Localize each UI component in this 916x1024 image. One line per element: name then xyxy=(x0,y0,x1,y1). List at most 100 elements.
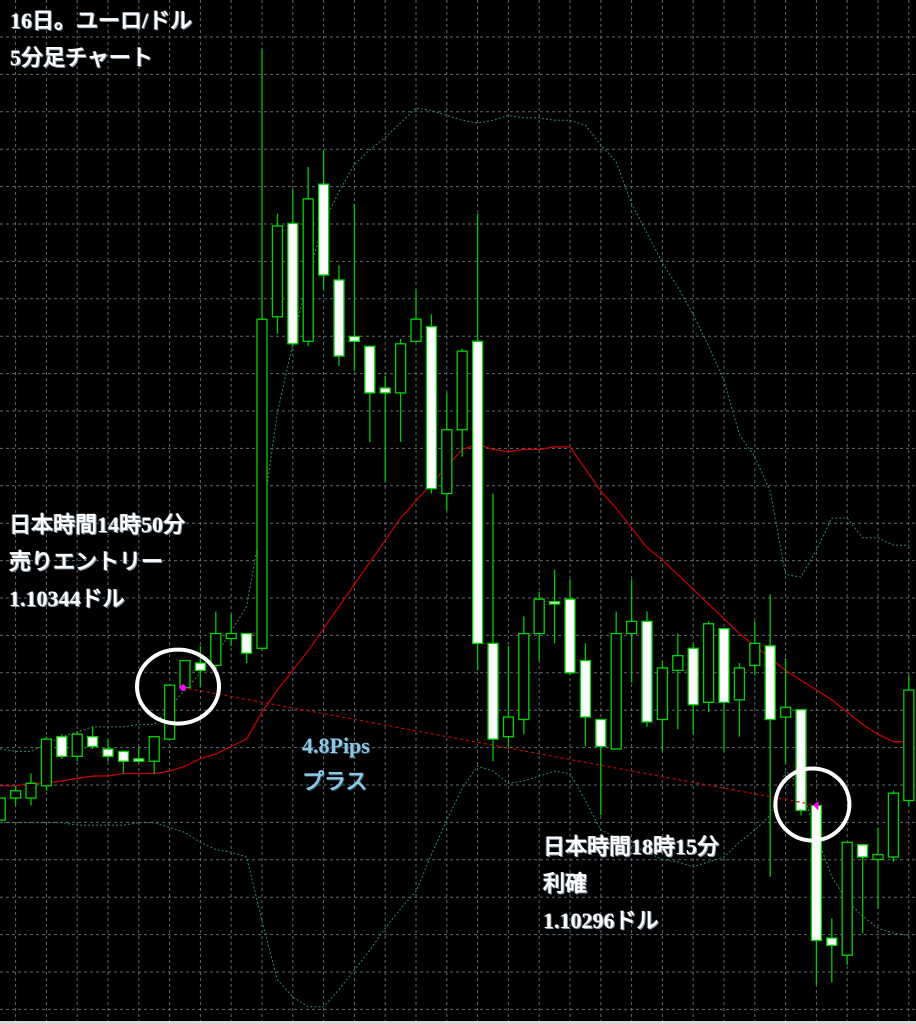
candle-bearish xyxy=(102,739,114,762)
entry-time: 日本時間14時50分 xyxy=(9,512,186,537)
candle-bullish xyxy=(733,663,746,737)
candle-bearish xyxy=(471,213,484,671)
candle-bullish xyxy=(40,736,53,791)
bollinger-lower-band xyxy=(0,765,909,1008)
candle-body xyxy=(441,429,453,495)
candle-body xyxy=(718,627,730,703)
candle-body xyxy=(518,632,530,721)
candle-body xyxy=(826,937,838,947)
candle-bullish xyxy=(518,616,530,735)
candle-bullish xyxy=(749,621,761,676)
candle-body xyxy=(163,684,176,740)
candle-bullish xyxy=(441,392,453,511)
candle-bearish xyxy=(548,569,561,644)
candle-bullish xyxy=(610,611,622,750)
candle-bearish xyxy=(379,375,391,482)
candle-body xyxy=(348,335,361,342)
candle-bullish xyxy=(0,797,6,821)
candle-body xyxy=(210,632,222,667)
candle-bearish xyxy=(56,734,68,759)
bollinger-upper-band xyxy=(0,107,909,752)
candle-bearish xyxy=(364,345,376,443)
candle-body xyxy=(86,736,99,748)
candle-bearish xyxy=(240,632,253,664)
candle-body xyxy=(733,667,746,701)
candle-body xyxy=(25,782,37,799)
candle-body xyxy=(641,620,653,723)
candle-body xyxy=(302,198,314,342)
candle-body xyxy=(256,318,268,649)
candle-body xyxy=(9,790,22,799)
candle-body xyxy=(56,736,68,757)
entry-highlight-circle xyxy=(135,647,221,726)
candle-body xyxy=(287,222,299,345)
exit-highlight-circle xyxy=(773,766,852,843)
candle-body xyxy=(471,340,484,645)
candle-body xyxy=(502,716,515,738)
candle-bearish xyxy=(287,189,299,347)
candle-bullish xyxy=(656,660,669,752)
candle-body xyxy=(610,632,622,750)
result-annotation: 4.8Pips プラス xyxy=(302,728,370,800)
candle-body xyxy=(533,598,545,635)
candle-body xyxy=(456,350,468,431)
candle-bullish xyxy=(841,841,853,966)
candle-bullish xyxy=(148,736,160,774)
candle-bullish xyxy=(71,731,83,762)
candle-bullish xyxy=(179,659,191,689)
candle-bullish xyxy=(887,790,900,862)
candle-bullish xyxy=(702,621,715,713)
candle-bearish xyxy=(317,149,330,290)
chart-title: 16日。ユーロ/ドル 5分足チャート xyxy=(10,2,192,76)
entry-marker xyxy=(179,683,187,692)
candle-bearish xyxy=(856,844,869,934)
result-label: プラス xyxy=(302,769,368,794)
candle-bullish xyxy=(502,645,515,749)
exit-action: 利確 xyxy=(543,871,588,896)
candle-bearish xyxy=(810,802,823,985)
candle-bullish xyxy=(410,289,422,342)
candle-body xyxy=(394,343,407,394)
candle-bearish xyxy=(86,726,99,749)
candle-body xyxy=(764,645,776,721)
result-pips: 4.8Pips xyxy=(302,733,370,758)
candle-bearish xyxy=(564,579,576,676)
chart-bottom-border xyxy=(0,1021,916,1024)
candle-body xyxy=(564,598,576,674)
candle-bullish xyxy=(625,579,638,683)
candle-body xyxy=(71,733,83,757)
title-line-1: 16日。ユーロ/ドル xyxy=(10,8,193,33)
candle-body xyxy=(487,642,499,740)
candle-body xyxy=(579,659,592,718)
candle-bullish xyxy=(9,785,22,806)
candle-bearish xyxy=(718,627,730,752)
candle-body xyxy=(749,642,761,667)
entry-price: 1.10344ドル xyxy=(9,586,125,611)
candle-body xyxy=(625,620,638,635)
candle-body xyxy=(333,279,345,357)
candle-bullish xyxy=(256,49,268,651)
exit-time: 日本時間18時15分 xyxy=(543,834,720,859)
candle-body xyxy=(702,623,715,703)
candle-bullish xyxy=(210,611,222,671)
candle-bearish xyxy=(425,314,438,494)
candle-body xyxy=(0,797,6,821)
candle-bearish xyxy=(133,746,145,764)
candle-body xyxy=(425,325,438,490)
candle-body xyxy=(410,318,422,342)
candle-bullish xyxy=(903,675,915,806)
candle-bearish xyxy=(826,918,838,983)
candle-bearish xyxy=(348,203,361,371)
candle-body xyxy=(179,659,191,689)
candle-bearish xyxy=(579,643,592,747)
candle-bearish xyxy=(117,750,130,774)
exit-price: 1.10296ドル xyxy=(543,908,659,933)
candle-body xyxy=(271,225,284,318)
candle-body xyxy=(379,387,391,394)
candle-bullish xyxy=(533,591,545,661)
candle-bearish xyxy=(687,643,699,735)
candle-bullish xyxy=(779,658,792,764)
candle-body xyxy=(856,844,869,858)
candle-body xyxy=(656,667,669,721)
